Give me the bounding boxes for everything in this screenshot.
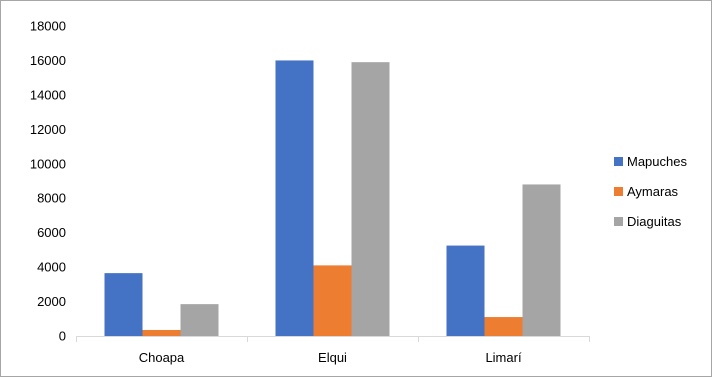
- x-tick-label: Elqui: [318, 350, 347, 365]
- legend-swatch: [614, 157, 623, 166]
- bar-mapuches-elqui: [275, 60, 314, 336]
- legend: Mapuches Aymaras Diaguitas: [614, 154, 687, 229]
- y-tick-label: 10000: [30, 156, 66, 171]
- bar-mapuches-limarí: [446, 245, 485, 336]
- legend-label: Aymaras: [627, 184, 679, 199]
- y-tick-label: 18000: [30, 19, 66, 34]
- legend-swatch: [614, 217, 623, 226]
- bar-aymaras-elqui: [313, 265, 352, 336]
- y-tick-label: 0: [59, 329, 66, 344]
- y-tick-label: 2000: [37, 294, 66, 309]
- bar-diaguitas-elqui: [351, 62, 390, 337]
- x-tick-label: Limarí: [485, 350, 522, 365]
- bars: [104, 60, 561, 337]
- y-tick-label: 12000: [30, 122, 66, 137]
- y-tick-label: 8000: [37, 191, 66, 206]
- x-axis: Choapa Elqui Limarí: [76, 336, 590, 365]
- bar-diaguitas-limarí: [522, 184, 561, 336]
- legend-label: Diaguitas: [627, 214, 682, 229]
- legend-label: Mapuches: [627, 154, 687, 169]
- bar-mapuches-choapa: [104, 273, 143, 336]
- legend-swatch: [614, 187, 623, 196]
- bar-aymaras-choapa: [142, 329, 181, 336]
- y-tick-label: 16000: [30, 53, 66, 68]
- bar-aymaras-limarí: [484, 317, 523, 336]
- y-tick-label: 6000: [37, 225, 66, 240]
- y-axis: 0 2000 4000 6000 8000 10000 12000 14000 16000 180…: [30, 19, 66, 344]
- y-tick-label: 4000: [37, 260, 66, 275]
- x-tick-label: Choapa: [139, 350, 185, 365]
- y-tick-label: 14000: [30, 87, 66, 102]
- bar-diaguitas-choapa: [180, 304, 219, 336]
